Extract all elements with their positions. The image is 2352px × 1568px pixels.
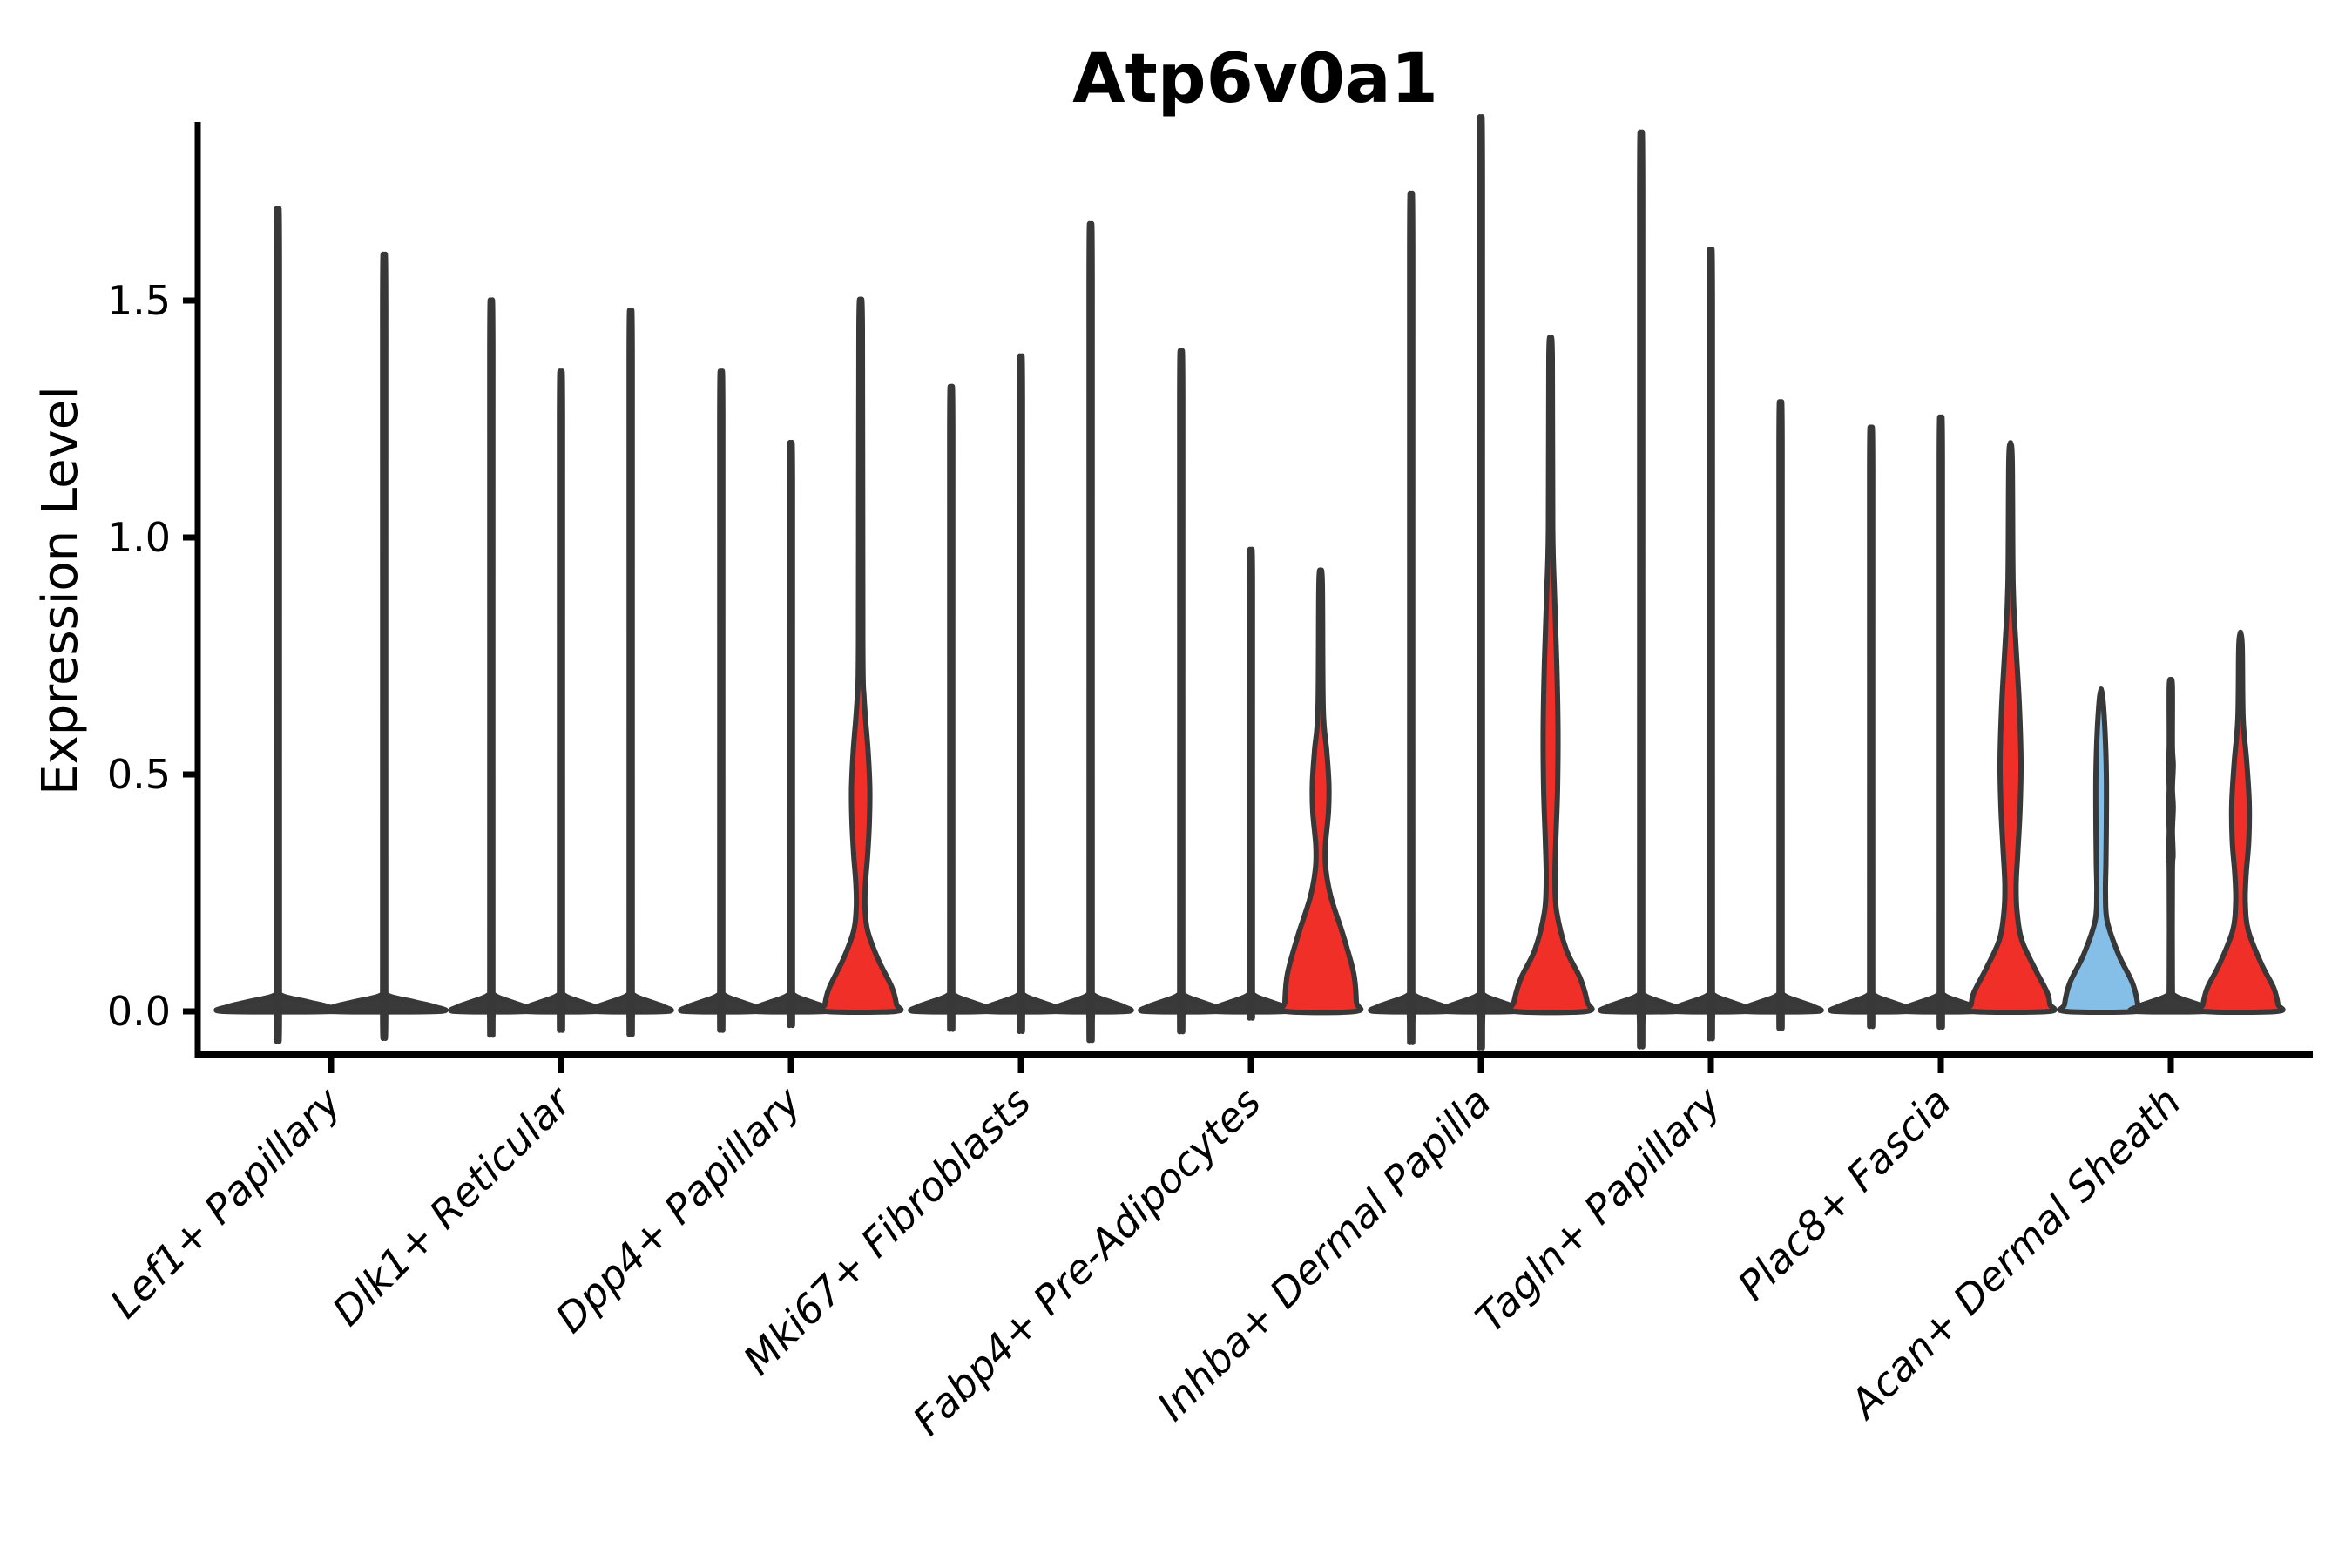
y-tick-label: 1.0 [107,514,171,561]
x-tick-label: Lef1+ Papillary [101,1078,350,1327]
x-tick-label: Tagln+ Papillary [1466,1078,1730,1342]
violin-dpp4-2 [817,296,904,1016]
x-tick-label: Dlk1+ Reticular [323,1076,582,1335]
violin-acan-2 [2195,629,2286,1016]
violin-mki67-0 [908,383,995,1032]
violin-tagln-1 [1667,247,1754,1042]
violin-lef1-1 [320,251,449,1042]
violin-inhba-0 [1368,190,1455,1045]
violin-dpp4-1 [747,440,835,1029]
y-tick-label: 1.5 [107,277,171,324]
violin-plac8-0 [1828,424,1915,1030]
violin-fabp4-2 [1277,567,1364,1016]
violin-tagln-2 [1737,399,1824,1031]
violin-fabp4-0 [1138,348,1225,1035]
violin-plac8-1 [1897,414,1984,1031]
violin-lef1-0 [213,206,342,1044]
x-tick-label: Plac8+ Fascia [1728,1078,1959,1309]
violin-dlk1-2 [587,308,674,1037]
violin-mki67-1 [977,353,1064,1034]
x-tick-label: Dpp4+ Papillary [546,1078,810,1342]
y-tick-label: 0.0 [107,988,171,1035]
violin-inhba-1 [1437,114,1524,1051]
violin-fabp4-1 [1207,546,1294,1021]
chart-title: Atp6v0a1 [1072,40,1438,118]
violin-dlk1-0 [448,297,535,1038]
violin-plac8-2 [1963,440,2058,1016]
violin-mki67-2 [1047,220,1134,1044]
violin-acan-0 [2057,686,2146,1016]
violin-dpp4-0 [678,368,765,1033]
y-tick-label: 0.5 [107,751,171,798]
violin-acan-1 [2127,677,2214,1015]
violin-tagln-0 [1598,129,1685,1050]
violin-dlk1-1 [517,368,605,1033]
violin-inhba-2 [1506,335,1595,1016]
